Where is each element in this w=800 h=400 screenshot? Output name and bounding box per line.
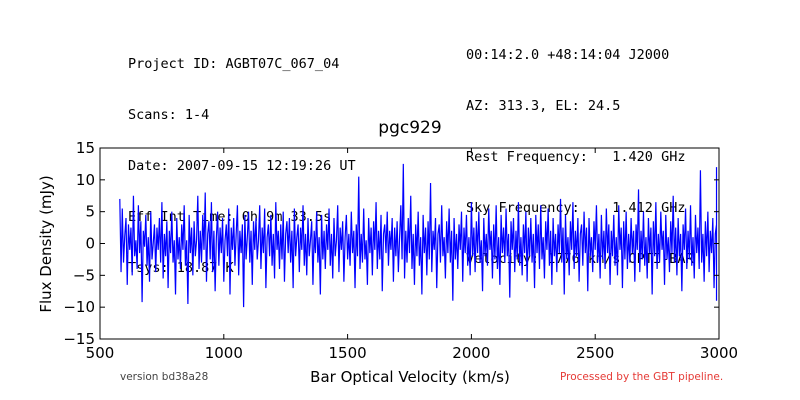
rest-frequency-text: Rest Frequency: 1.420 GHz: [466, 149, 686, 165]
y-tick-label: −5: [73, 266, 95, 284]
x-tick-label: 2000: [452, 344, 490, 362]
series-layer: [119, 163, 718, 308]
az-el-text: AZ: 313.3, EL: 24.5: [466, 98, 621, 114]
y-tick-label: 0: [85, 235, 95, 253]
axis-layer: 500 1000 1500 2000 2500 3000 −15 −10 −5 0 5 10 15: [63, 139, 738, 362]
y-tick-label: −15: [63, 330, 95, 348]
date-text: Date: 2007-09-15 12:19:26 UT: [128, 158, 356, 174]
x-tick-label: 1000: [205, 344, 243, 362]
chart-title: pgc929: [378, 118, 441, 138]
x-tick-label: 3000: [700, 344, 738, 362]
coordinates-text: 00:14:2.0 +48:14:04 J2000: [466, 47, 670, 63]
x-tick-label: 2500: [576, 344, 614, 362]
version-text: version bd38a28: [120, 371, 209, 383]
y-tick-label: 15: [76, 139, 95, 157]
project-id-text: Project ID: AGBT07C_067_04: [128, 56, 340, 72]
pipeline-credit-text: Processed by the GBT pipeline.: [560, 371, 724, 383]
y-tick-label: −10: [63, 298, 95, 316]
x-tick-label: 500: [86, 344, 115, 362]
y-tick-label: 5: [85, 203, 95, 221]
y-axis-label: Flux Density (mJy): [37, 175, 55, 312]
spectrum-line-0: [119, 163, 718, 308]
y-tick-label: 10: [76, 171, 95, 189]
plot-frame: [99, 147, 720, 340]
x-tick-label: 1500: [329, 344, 367, 362]
x-axis-label: Bar Optical Velocity (km/s): [310, 368, 510, 386]
scans-text: Scans: 1-4: [128, 107, 210, 123]
